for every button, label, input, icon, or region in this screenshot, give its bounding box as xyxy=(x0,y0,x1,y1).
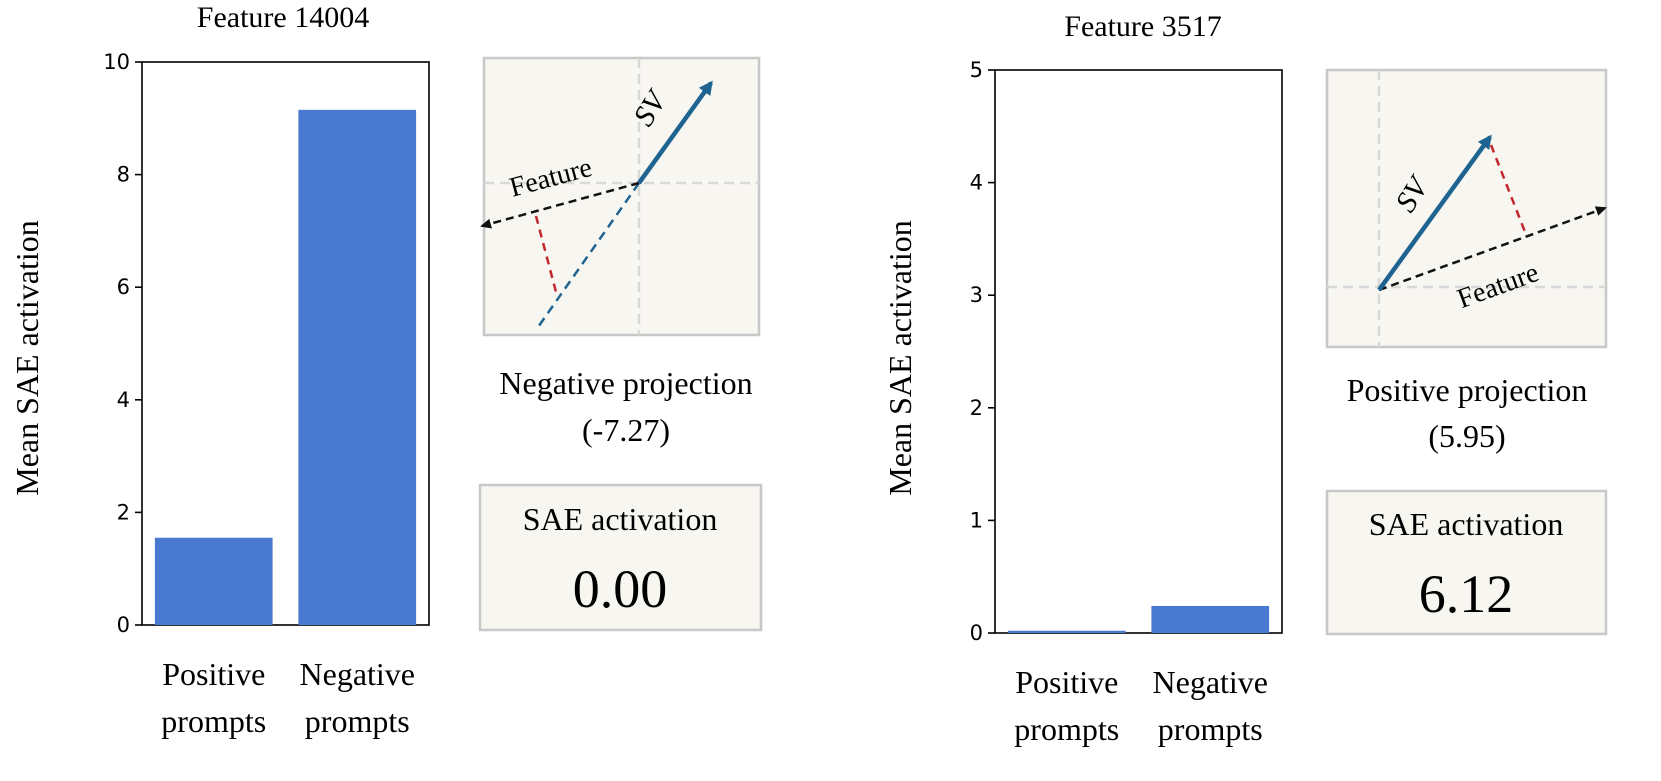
feature-arrow xyxy=(1378,206,1607,292)
chart-feature-3517: Feature 3517 Mean SAE activation 012345 … xyxy=(882,10,1283,747)
activation-panel xyxy=(478,483,763,632)
x-tick-label: prompts xyxy=(161,703,266,739)
y-tick-label: 8 xyxy=(117,163,130,187)
bar xyxy=(1007,630,1126,633)
y-tick-label: 4 xyxy=(970,171,983,195)
y-ticks: 0 1 2 3 4 5 xyxy=(970,58,995,645)
y-axis-label: Mean SAE activation xyxy=(882,220,918,495)
projection-label: Negative projection xyxy=(499,365,752,401)
inset-negative-projection: SV Feature Negative projection (-7.27) S… xyxy=(478,56,763,632)
projection-value: (-7.27) xyxy=(582,412,670,448)
plot-frame xyxy=(994,69,1283,634)
y-tick-label: 0 xyxy=(117,613,130,637)
activation-panel xyxy=(1325,489,1608,636)
y-ticks: 0 2 4 6 8 10 xyxy=(103,50,142,637)
inset-positive-projection: SV Feature Positive projection (5.95) SA… xyxy=(1325,68,1608,636)
activation-value: 0.00 xyxy=(573,559,668,619)
projection-line xyxy=(1489,144,1529,238)
projection-value: (5.95) xyxy=(1428,418,1505,454)
bars xyxy=(154,109,417,626)
x-tick-label: prompts xyxy=(1014,711,1119,747)
y-tick-label: 3 xyxy=(970,283,983,307)
y-tick-label: 2 xyxy=(970,396,983,420)
bar xyxy=(154,537,273,625)
x-tick-label: Positive xyxy=(1015,664,1118,700)
y-tick-label: 10 xyxy=(103,50,130,74)
sv-arrow xyxy=(1377,134,1492,292)
bar xyxy=(1151,605,1270,633)
x-tick-labels: Positive prompts Negative prompts xyxy=(1014,664,1268,747)
chart-title: Feature 14004 xyxy=(197,1,369,34)
vector-diagram-panel xyxy=(482,56,761,337)
bars xyxy=(1007,605,1270,633)
x-tick-label: prompts xyxy=(305,703,410,739)
chart-feature-14004: Feature 14004 Mean SAE activation 0 2 4 6 8 1… xyxy=(9,1,430,739)
y-tick-label: 0 xyxy=(970,621,983,645)
x-tick-label: Negative xyxy=(300,656,416,692)
plot-frame xyxy=(141,61,430,626)
x-tick-labels: Positive prompts Negative prompts xyxy=(161,656,415,739)
vector-diagram-panel xyxy=(1325,68,1608,349)
y-tick-label: 1 xyxy=(970,508,983,532)
x-tick-label: Positive xyxy=(162,656,265,692)
y-axis-label: Mean SAE activation xyxy=(9,220,45,495)
y-tick-label: 5 xyxy=(970,58,983,82)
feature-arrow xyxy=(480,181,640,229)
x-tick-label: Negative xyxy=(1153,664,1269,700)
sv-arrow xyxy=(637,80,713,185)
activation-value: 6.12 xyxy=(1419,564,1514,624)
projection-label: Positive projection xyxy=(1347,372,1588,408)
activation-title: SAE activation xyxy=(1369,506,1564,542)
bar xyxy=(298,109,417,626)
chart-title: Feature 3517 xyxy=(1064,10,1221,43)
y-tick-label: 2 xyxy=(117,500,130,524)
x-tick-label: prompts xyxy=(1158,711,1263,747)
y-tick-label: 6 xyxy=(117,275,130,299)
activation-title: SAE activation xyxy=(523,501,718,537)
y-tick-label: 4 xyxy=(117,388,130,412)
